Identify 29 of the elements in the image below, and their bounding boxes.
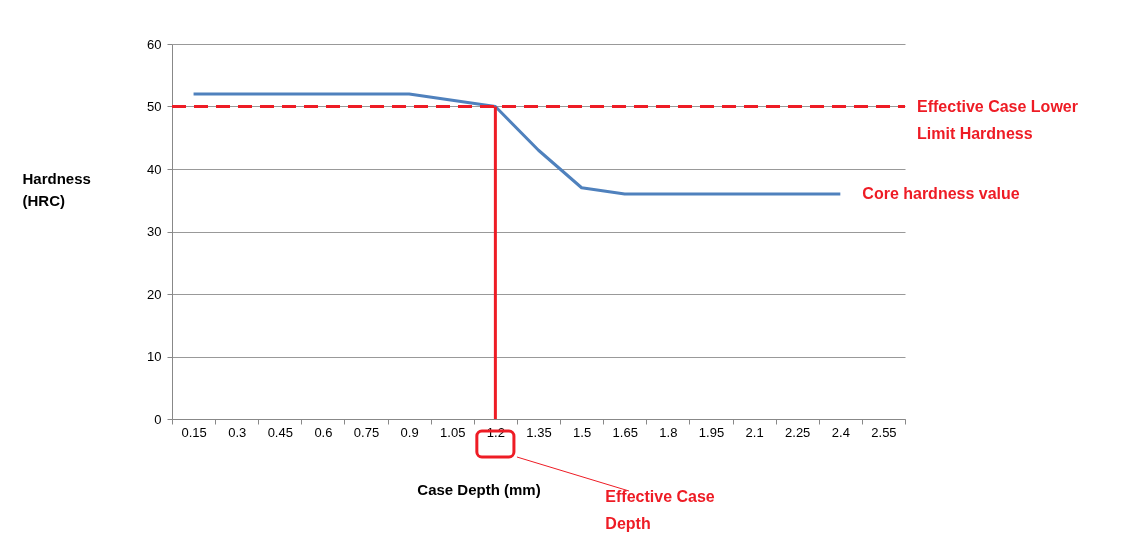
y-tick-label: 50 xyxy=(147,99,162,114)
x-tick-label: 1.5 xyxy=(573,424,592,440)
x-tick-label: 0.6 xyxy=(314,424,333,440)
x-tick-label: 1.35 xyxy=(526,424,552,440)
annotation: Core hardness value xyxy=(862,185,1020,202)
line-series xyxy=(192,92,842,196)
y-axis-title: Hardness (HRC) xyxy=(22,170,91,209)
x-tick-label: 2.4 xyxy=(831,424,850,440)
ref-line-label: Effective Case Depth xyxy=(605,488,715,532)
y-tick-label: 60 xyxy=(147,36,162,52)
x-tick-label: 1.95 xyxy=(698,424,725,440)
x-tick-label: 0.9 xyxy=(400,424,419,440)
x-tick-label: 0.75 xyxy=(353,424,380,440)
x-tick-label: 1.05 xyxy=(440,424,466,440)
y-tick-label: 0 xyxy=(154,411,162,427)
x-tick-label: 0.3 xyxy=(228,424,247,440)
x-tick-label: 1.65 xyxy=(612,424,638,440)
x-axis-title: Case Depth (mm) xyxy=(417,480,541,498)
x-tick-label: 2.1 xyxy=(745,424,764,440)
y-tick-label: 20 xyxy=(147,286,162,302)
x-tick-label: 0.15 xyxy=(181,424,207,440)
x-tick-label: 2.55 xyxy=(871,424,897,440)
ref-line-label: Effective Case Lower Limit Hardness xyxy=(917,97,1078,142)
x-tick-label: 2.25 xyxy=(785,424,811,440)
y-tick-label: 10 xyxy=(147,349,162,364)
y-tick-label: 30 xyxy=(147,224,162,239)
x-tick-label: 1.8 xyxy=(659,424,678,440)
y-tick-label: 40 xyxy=(147,161,162,177)
x-tick-label: 0.45 xyxy=(267,424,293,440)
